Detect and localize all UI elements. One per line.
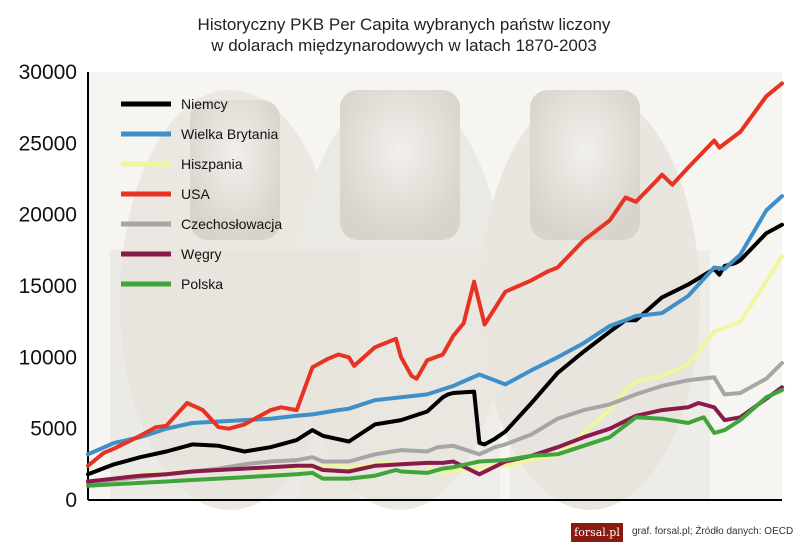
axes bbox=[87, 72, 782, 501]
y-tick-label: 25000 bbox=[19, 132, 77, 155]
y-tick-label: 5000 bbox=[30, 418, 77, 441]
y-tick-label: 15000 bbox=[19, 275, 77, 298]
series-line-usa bbox=[86, 81, 784, 468]
legend-label-wielka-brytania: Wielka Brytania bbox=[181, 126, 278, 142]
y-tick-label: 10000 bbox=[19, 346, 77, 369]
gdp-line-chart: Historyczny PKB Per Capita wybranych pań… bbox=[19, 15, 784, 512]
legend-label-w-gry: Węgry bbox=[181, 246, 221, 262]
legend-label-usa: USA bbox=[181, 186, 210, 202]
brand-logo: forsal.pl bbox=[571, 523, 623, 542]
legend-label-hiszpania: Hiszpania bbox=[181, 156, 243, 172]
source-credit: graf. forsal.pl; Źródło danych: OECD bbox=[632, 526, 794, 537]
legend: Niemcy Wielka Brytania Hiszpania USA Czechos… bbox=[121, 96, 282, 292]
chart-title-line-1: Historyczny PKB Per Capita wybranych pań… bbox=[198, 15, 611, 34]
legend-label-czechos-owacja: Czechosłowacja bbox=[181, 216, 282, 232]
series-line-polska bbox=[86, 388, 784, 488]
y-tick-label: 20000 bbox=[19, 204, 77, 227]
coins-background-photo bbox=[88, 72, 782, 510]
y-tick-label: 30000 bbox=[19, 61, 77, 84]
legend-label-niemcy: Niemcy bbox=[181, 96, 228, 112]
series-line-wielka-brytania bbox=[86, 194, 784, 457]
y-tick-label: 0 bbox=[65, 489, 77, 512]
legend-label-polska: Polska bbox=[181, 276, 223, 292]
footer: forsal.pl graf. forsal.pl; Źródło danych… bbox=[0, 520, 805, 550]
chart-title-line-2: w dolarach międzynarodowych w latach 187… bbox=[210, 36, 597, 55]
series-line-w-gry bbox=[86, 385, 784, 484]
